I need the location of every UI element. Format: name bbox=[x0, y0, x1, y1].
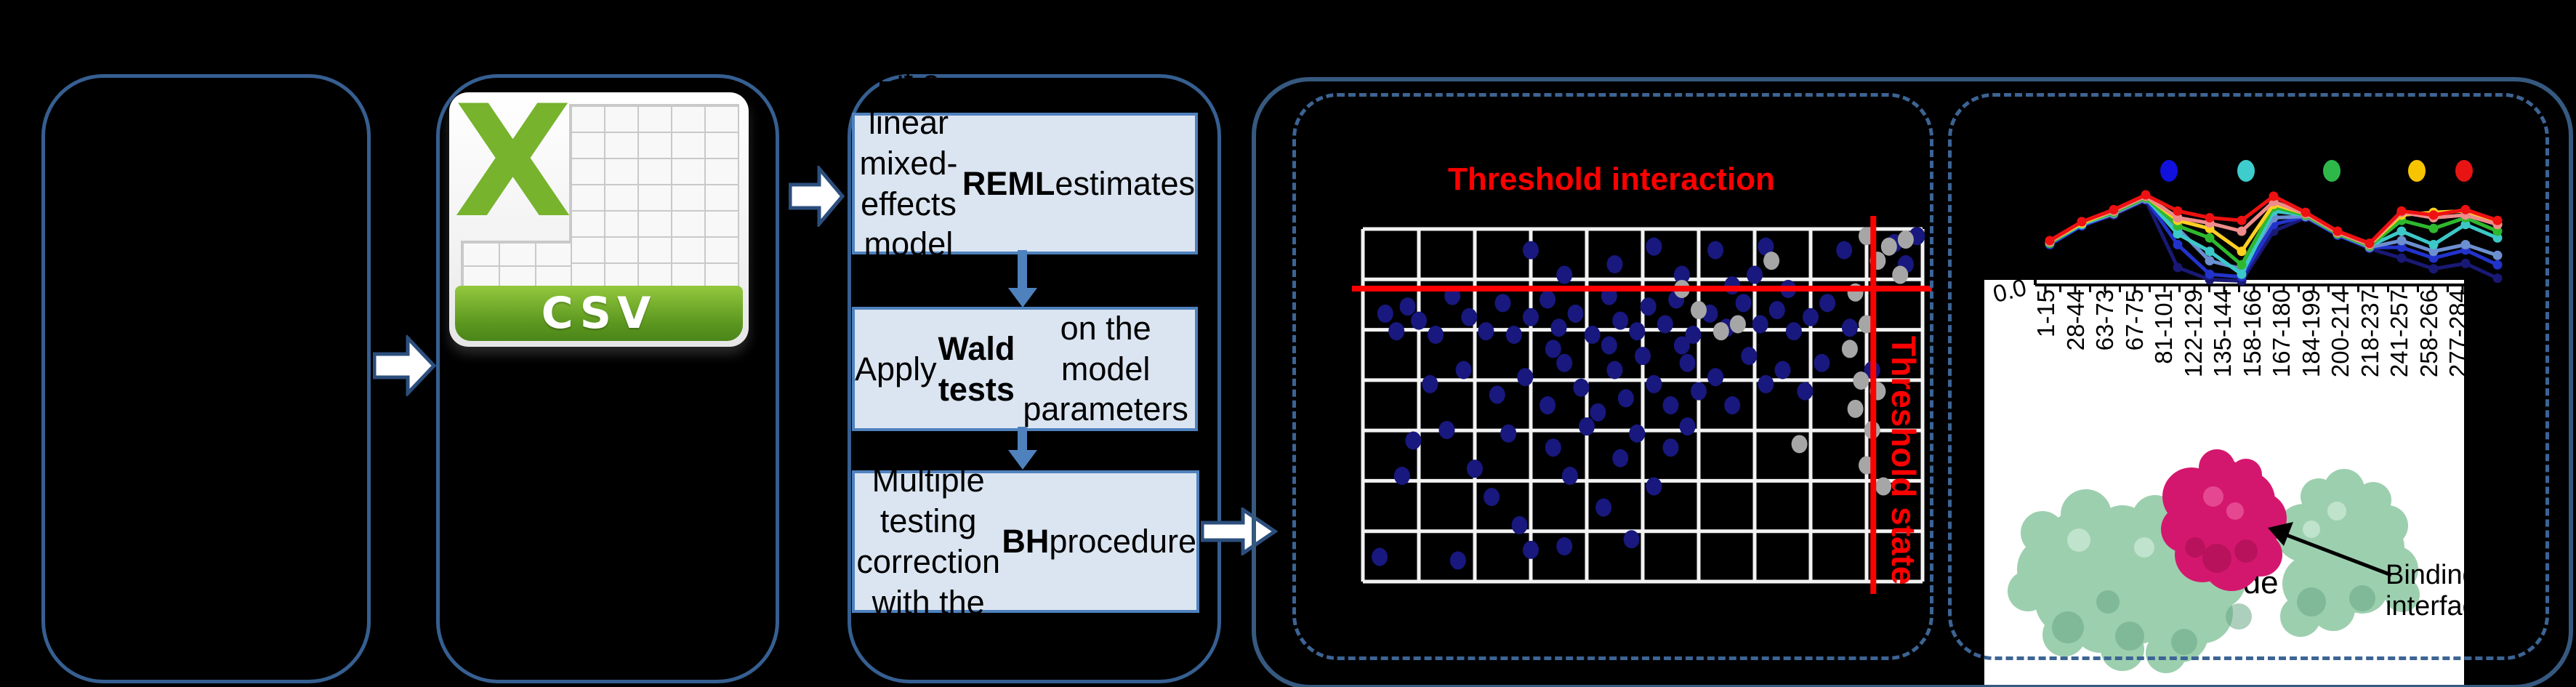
panel-input bbox=[41, 74, 371, 683]
down-arrow-icon bbox=[1008, 450, 1037, 470]
flow-arrow-icon bbox=[789, 166, 845, 227]
x-axis bbox=[2034, 280, 2464, 292]
step-fit-model: Fit a linear mixed-effects model with RE… bbox=[852, 63, 1198, 303]
threshold-interaction-label: Threshold interaction bbox=[1448, 161, 1775, 197]
uptake-line-chart bbox=[2045, 160, 2503, 286]
csv-file-icon: X CSV bbox=[449, 92, 749, 347]
peptide-tick-label: 28-44 bbox=[2061, 289, 2089, 351]
peptide-tick-label: 277-284 bbox=[2444, 289, 2464, 378]
uptake-inset: 0.0 1-15 28-44 63-73 67-75 81-101 122-129 135-… bbox=[1984, 280, 2464, 687]
down-arrow-icon bbox=[1018, 427, 1027, 451]
scatter-plot bbox=[1352, 216, 1932, 594]
step-bh-correction: Multiple testing correction with the BH … bbox=[852, 462, 1199, 621]
csv-label: CSV bbox=[541, 288, 657, 339]
peptide-tick-label: 258-266 bbox=[2415, 289, 2442, 378]
down-arrow-icon bbox=[1018, 250, 1027, 289]
protein-structure-image bbox=[2008, 449, 2420, 673]
peptide-tick-label: 63-73 bbox=[2091, 289, 2118, 351]
step-wald-tests: Apply Wald tests on the model parameters bbox=[852, 307, 1198, 431]
binding-interface-label: Binding interface bbox=[2386, 560, 2464, 622]
peptide-tick-label: 241-257 bbox=[2386, 289, 2412, 378]
panel-csv bbox=[436, 74, 779, 683]
flow-arrow-icon bbox=[1201, 507, 1278, 555]
down-arrow-icon bbox=[1008, 288, 1037, 308]
flow-arrow-icon bbox=[373, 335, 437, 396]
threshold-state-label: Threshold state bbox=[1885, 336, 1923, 585]
peptide-tick-label: 135-144 bbox=[2209, 289, 2236, 378]
spreadsheet-grid bbox=[569, 104, 739, 290]
peptide-tick-label: 158-166 bbox=[2238, 289, 2266, 378]
peptide-tick-label: 81-101 bbox=[2150, 289, 2177, 364]
peptide-tick-label: 122-129 bbox=[2179, 289, 2207, 378]
peptide-tick-label: 167-180 bbox=[2268, 289, 2295, 378]
peptide-tick-label: 218-237 bbox=[2356, 289, 2383, 378]
peptide-tick-label: 184-199 bbox=[2297, 289, 2325, 378]
peptide-tick-label: 1-15 bbox=[2032, 289, 2059, 338]
panel-statistics bbox=[848, 74, 1221, 683]
peptide-tick-label: 67-75 bbox=[2120, 289, 2148, 351]
csv-banner: CSV bbox=[455, 286, 743, 341]
peptide-tick-label: 200-214 bbox=[2327, 289, 2354, 378]
